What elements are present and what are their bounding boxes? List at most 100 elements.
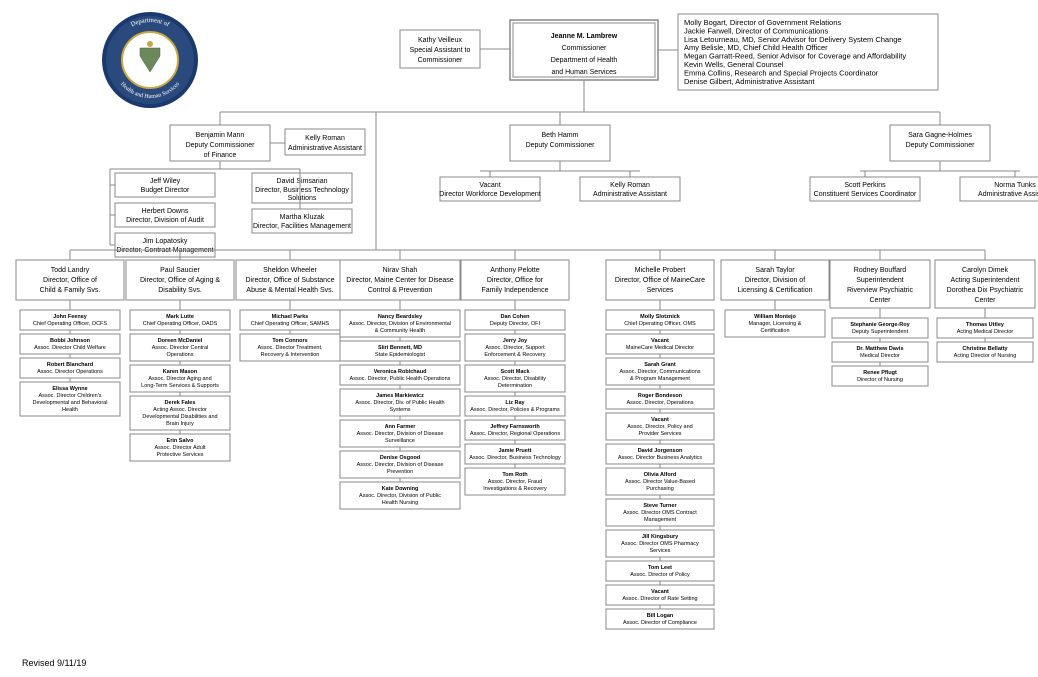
svg-text:Rodney Bouffard: Rodney Bouffard: [854, 267, 907, 274]
svg-text:Assoc. Director, Disability: Assoc. Director, Disability: [484, 376, 546, 382]
svg-text:Deputy Superintendent: Deputy Superintendent: [852, 329, 909, 335]
svg-text:Jim Lopatosky: Jim Lopatosky: [143, 238, 188, 245]
svg-text:Deputy Commissioner: Deputy Commissioner: [186, 142, 256, 149]
svg-text:Denise Gilbert, Administrative: Denise Gilbert, Administrative Assistant: [684, 77, 815, 86]
svg-text:Assoc. Director, Public Health: Assoc. Director, Public Health Operation…: [350, 376, 451, 382]
svg-text:Mark Lutte: Mark Lutte: [166, 314, 194, 320]
svg-text:Family Independence: Family Independence: [482, 287, 549, 294]
svg-text:Determination: Determination: [498, 383, 532, 389]
svg-text:Commissioner: Commissioner: [418, 57, 463, 64]
svg-text:Assoc. Director Adult: Assoc. Director Adult: [154, 445, 206, 451]
svg-text:Riverview Psychiatric: Riverview Psychiatric: [847, 287, 914, 294]
svg-text:Jerry Joy: Jerry Joy: [503, 338, 528, 344]
svg-text:Todd Landry: Todd Landry: [51, 267, 90, 274]
svg-text:Assoc. Director, Division of P: Assoc. Director, Division of Public: [359, 493, 441, 499]
svg-text:Director, Office of Substance: Director, Office of Substance: [246, 277, 335, 284]
svg-text:Erin Salvo: Erin Salvo: [167, 438, 195, 444]
svg-text:Assoc. Director, Regional Oper: Assoc. Director, Regional Operations: [470, 431, 560, 437]
svg-text:Solutions: Solutions: [288, 195, 317, 202]
svg-text:Nancy Beardsley: Nancy Beardsley: [378, 314, 423, 320]
svg-text:Assoc. Director of Policy: Assoc. Director of Policy: [630, 572, 690, 578]
svg-text:Constituent Services Coordinat: Constituent Services Coordinator: [814, 191, 917, 198]
svg-text:MaineCare Medical Director: MaineCare Medical Director: [626, 345, 694, 351]
svg-text:Developmental Disabilities and: Developmental Disabilities and: [142, 414, 217, 420]
svg-text:David Jorgenson: David Jorgenson: [638, 448, 683, 454]
svg-text:Center: Center: [869, 297, 891, 304]
svg-text:Disability Svs.: Disability Svs.: [158, 287, 202, 294]
svg-text:Renee Pflugt: Renee Pflugt: [863, 370, 897, 376]
svg-text:Assoc. Director, Division of D: Assoc. Director, Division of Disease: [357, 431, 444, 437]
svg-text:Assoc. Director Business Analy: Assoc. Director Business Analytics: [618, 455, 703, 461]
svg-text:Dan Cohen: Dan Cohen: [500, 314, 530, 320]
org-chart: Department ofHealth and Human ServicesJe…: [0, 0, 1038, 677]
svg-text:Assoc. Director OMS Pharmacy: Assoc. Director OMS Pharmacy: [621, 541, 699, 547]
svg-text:Assoc. Director Child Welfare: Assoc. Director Child Welfare: [34, 345, 106, 351]
svg-text:State Epidemiologist: State Epidemiologist: [375, 352, 426, 358]
svg-text:Michael Parks: Michael Parks: [272, 314, 309, 320]
svg-text:Veronica Robichaud: Veronica Robichaud: [374, 369, 427, 375]
svg-text:Assoc. Director, Communication: Assoc. Director, Communications: [620, 369, 701, 375]
svg-text:Christine Bellatty: Christine Bellatty: [962, 346, 1008, 352]
svg-text:Ann Farmer: Ann Farmer: [385, 424, 417, 430]
svg-text:Assoc. Director Treatment,: Assoc. Director Treatment,: [257, 345, 323, 351]
svg-text:Chief Operating Officer, OADS: Chief Operating Officer, OADS: [143, 321, 218, 327]
svg-text:Carolyn Dimek: Carolyn Dimek: [962, 267, 1008, 274]
svg-text:Health Nursing: Health Nursing: [382, 500, 418, 506]
svg-text:Budget Director: Budget Director: [141, 187, 190, 194]
svg-text:Norma Tunks: Norma Tunks: [994, 182, 1036, 189]
svg-text:Vacant: Vacant: [479, 182, 500, 189]
svg-text:Siiri Bennett, MD: Siiri Bennett, MD: [378, 345, 422, 351]
svg-text:Surveillance: Surveillance: [385, 438, 415, 444]
svg-text:Tom Leet: Tom Leet: [648, 565, 672, 571]
svg-text:Services: Services: [649, 548, 670, 554]
svg-text:Bobbi Johnson: Bobbi Johnson: [50, 338, 91, 344]
svg-text:Molly Slotznick: Molly Slotznick: [640, 314, 681, 320]
svg-text:Assoc. Director Value-Based: Assoc. Director Value-Based: [625, 479, 695, 485]
svg-text:Vacant: Vacant: [651, 338, 669, 344]
svg-text:Bill Logan: Bill Logan: [647, 613, 674, 619]
svg-text:Director, Office of Aging &: Director, Office of Aging &: [140, 277, 220, 284]
svg-text:Steve Turner: Steve Turner: [643, 503, 677, 509]
svg-text:Administrative Assistant: Administrative Assistant: [593, 191, 667, 198]
svg-text:Acting Superintendent: Acting Superintendent: [951, 277, 1020, 284]
svg-text:Assoc. Director, Division of D: Assoc. Director, Division of Disease: [357, 462, 444, 468]
svg-text:Elissa Wynne: Elissa Wynne: [52, 386, 87, 392]
svg-text:Martha Kluzak: Martha Kluzak: [280, 214, 325, 221]
svg-text:Prevention: Prevention: [387, 469, 413, 475]
svg-text:Department of Health: Department of Health: [551, 57, 618, 64]
svg-text:Assoc. Director Operations: Assoc. Director Operations: [37, 369, 103, 375]
svg-text:Kathy Veilleux: Kathy Veilleux: [418, 37, 462, 44]
svg-text:Tom Roth: Tom Roth: [502, 472, 528, 478]
svg-text:Dr. Matthew Davis: Dr. Matthew Davis: [856, 346, 903, 352]
svg-text:Brain Injury: Brain Injury: [166, 421, 194, 427]
svg-text:& Program Management: & Program Management: [630, 376, 690, 382]
svg-text:Director, Facilities Managemen: Director, Facilities Management: [253, 223, 351, 230]
svg-text:Commissioner: Commissioner: [562, 45, 607, 52]
svg-text:Systems: Systems: [389, 407, 410, 413]
svg-text:Kate Downing: Kate Downing: [382, 486, 419, 492]
svg-text:Stephanie George-Roy: Stephanie George-Roy: [850, 322, 910, 328]
svg-text:Assoc. Director, Division of E: Assoc. Director, Division of Environment…: [349, 321, 451, 327]
svg-text:Abuse & Mental Health Svs.: Abuse & Mental Health Svs.: [246, 287, 333, 294]
svg-text:Assoc. Director of Rate Settin: Assoc. Director of Rate Setting: [622, 596, 697, 602]
svg-text:Sara Gagne-Holmes: Sara Gagne-Holmes: [908, 132, 972, 139]
svg-text:Assoc. Director of Compliance: Assoc. Director of Compliance: [623, 620, 697, 626]
svg-text:Jill Kingsbury: Jill Kingsbury: [642, 534, 679, 540]
svg-text:and Human Services: and Human Services: [552, 69, 617, 76]
svg-text:Vacant: Vacant: [651, 589, 669, 595]
svg-text:Roger Bondeson: Roger Bondeson: [638, 393, 683, 399]
svg-text:Purchasing: Purchasing: [646, 486, 674, 492]
svg-text:Provider Services: Provider Services: [638, 431, 681, 437]
svg-text:Assoc. Director Central: Assoc. Director Central: [152, 345, 209, 351]
svg-text:Dorothea Dix Psychiatric: Dorothea Dix Psychiatric: [947, 287, 1024, 294]
svg-text:Licensing & Certification: Licensing & Certification: [737, 287, 812, 294]
svg-text:Certification: Certification: [760, 328, 789, 334]
svg-text:Assoc. Director, Operations: Assoc. Director, Operations: [627, 400, 694, 406]
svg-text:Acting Assoc. Director: Acting Assoc. Director: [153, 407, 207, 413]
svg-text:Superintendent: Superintendent: [856, 277, 904, 284]
svg-text:Karen Mason: Karen Mason: [163, 369, 198, 375]
svg-text:Director, Maine Center for Dis: Director, Maine Center for Disease: [346, 277, 453, 284]
svg-text:Herbert Downs: Herbert Downs: [142, 208, 189, 215]
svg-text:Chief Operating Officer, OCFS: Chief Operating Officer, OCFS: [33, 321, 108, 327]
svg-text:Liz Ray: Liz Ray: [505, 400, 525, 406]
